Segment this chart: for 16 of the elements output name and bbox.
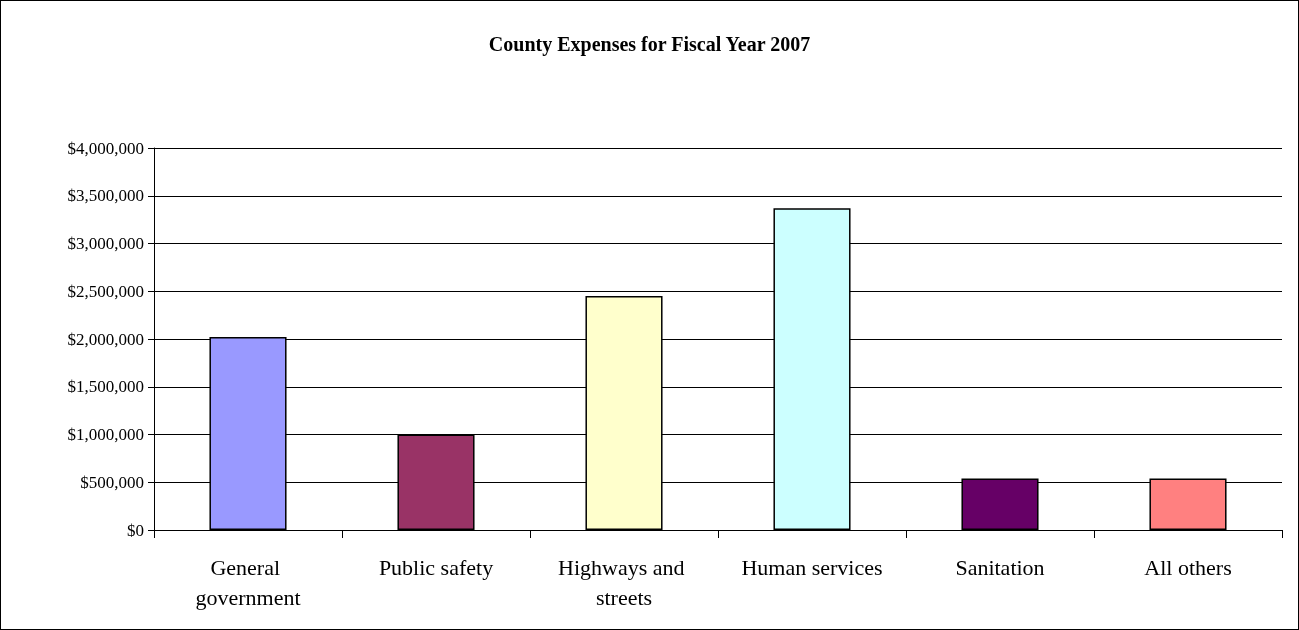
y-tick-label: $1,000,000 [67,425,144,444]
y-tick-label: $0 [127,520,144,540]
y-tick-label: $2,500,000 [67,281,144,301]
y-tick-label: $4,000,000 [67,138,144,158]
y-tick-label: $2,000,000 [67,329,144,349]
y-tick-label: $500,000 [80,472,144,492]
x-tick-label: Human services [741,554,883,580]
x-tick-label: Sanitation [955,554,1045,580]
x-tick-label: General government [195,554,301,610]
x-tick-label: All others [1144,554,1232,580]
y-tick-label: $3,500,000 [67,186,144,206]
x-tick-label: Public safety [378,554,494,580]
chart-title: County Expenses for Fiscal Year 2007 [488,33,811,56]
y-tick-label: $3,000,000 [67,234,144,253]
x-tick-label: Highways and streets [558,554,690,610]
y-tick-label: $1,500,000 [67,377,144,397]
